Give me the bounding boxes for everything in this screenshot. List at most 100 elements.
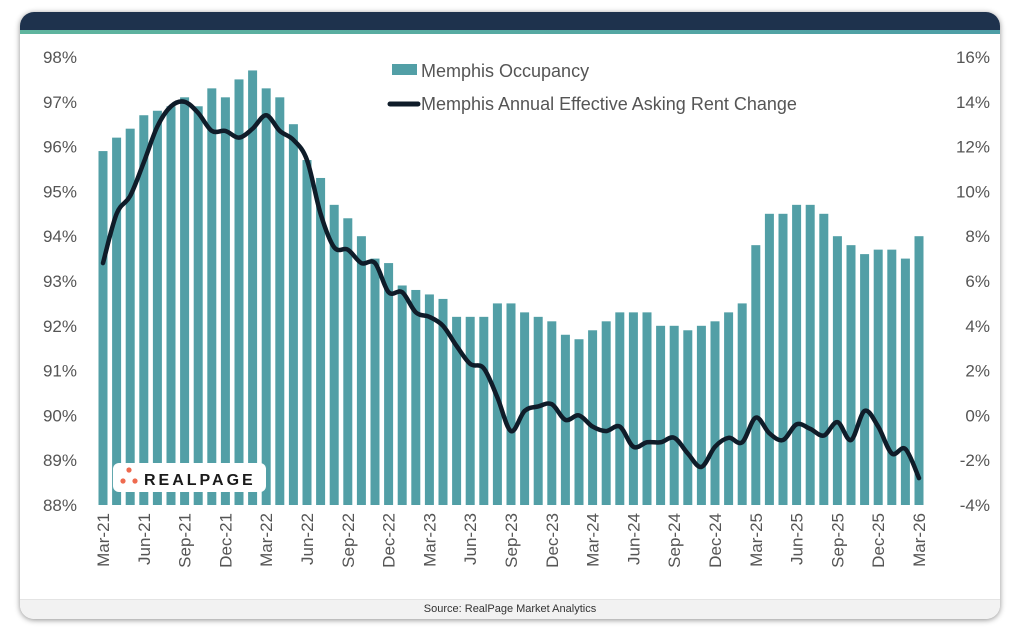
occupancy-bar (778, 213, 788, 506)
occupancy-bar (832, 236, 842, 505)
y-left-tick-label: 90% (43, 406, 77, 425)
occupancy-bar (696, 325, 706, 505)
occupancy-bar (792, 204, 802, 505)
occupancy-bar (588, 330, 598, 505)
y-left-tick-label: 96% (43, 138, 77, 157)
occupancy-bar (669, 325, 679, 505)
occupancy-bar (628, 312, 638, 505)
x-tick-label: Jun-24 (624, 513, 643, 565)
occupancy-bar (397, 285, 407, 505)
occupancy-bar (574, 339, 584, 505)
occupancy-bar (683, 330, 693, 505)
y-left-tick-label: 94% (43, 227, 77, 246)
x-tick-label: Mar-21 (94, 513, 113, 567)
occupancy-bar (737, 303, 747, 505)
occupancy-bar (411, 289, 421, 505)
occupancy-bar (914, 236, 924, 505)
legend-swatch-occupancy (392, 64, 417, 75)
occupancy-bar (724, 312, 734, 505)
occupancy-bar (601, 321, 611, 505)
occupancy-bar (234, 79, 244, 506)
x-tick-label: Sep-23 (502, 513, 521, 568)
occupancy-bar (302, 160, 312, 506)
occupancy-bar (248, 70, 258, 505)
y-right-tick-label: 8% (965, 227, 990, 246)
occupancy-bar (329, 204, 339, 505)
y-right-tick-label: 4% (965, 317, 990, 336)
occupancy-bar (506, 303, 516, 505)
occupancy-bar (152, 110, 162, 505)
occupancy-bar (492, 303, 502, 505)
occupancy-bar (166, 106, 176, 505)
logo-wordmark: REALPAGE (144, 472, 256, 489)
occupancy-bar (125, 128, 135, 505)
x-tick-label: Jun-21 (135, 513, 154, 565)
occupancy-bar (438, 298, 448, 505)
x-tick-label: Dec-21 (216, 513, 235, 568)
x-tick-label: Mar-24 (584, 513, 603, 567)
x-tick-label: Jun-23 (461, 513, 480, 565)
x-tick-label: Sep-25 (828, 513, 847, 568)
occupancy-bar (424, 294, 434, 505)
legend-label-occupancy: Memphis Occupancy (421, 61, 589, 81)
legend-label-rent-change: Memphis Annual Effective Asking Rent Cha… (421, 94, 797, 114)
x-tick-label: Jun-22 (298, 513, 317, 565)
y-left-tick-label: 89% (43, 451, 77, 470)
y-right-tick-label: 14% (956, 93, 990, 112)
x-tick-label: Mar-23 (420, 513, 439, 567)
occupancy-bar (819, 213, 829, 506)
rent-change-line (100, 99, 922, 481)
y-right-tick-label: -2% (960, 451, 990, 470)
legend: Memphis Occupancy Memphis Annual Effecti… (387, 61, 797, 114)
logo-dot (132, 478, 138, 484)
y-left-tick-label: 97% (43, 93, 77, 112)
x-tick-label: Dec-23 (543, 513, 562, 568)
logo-dot (126, 467, 132, 473)
occupancy-bar (656, 325, 666, 505)
realpage-logo: REALPAGE (113, 463, 266, 492)
y-right-tick-label: 16% (956, 48, 990, 67)
y-left-tick-label: 98% (43, 48, 77, 67)
x-tick-label: Mar-22 (257, 513, 276, 567)
occupancy-bar (452, 316, 462, 505)
y-right-tick-label: 12% (956, 138, 990, 157)
occupancy-bar (316, 177, 326, 505)
y-left-tick-label: 95% (43, 182, 77, 201)
occupancy-bar (533, 316, 543, 505)
occupancy-bar (370, 258, 380, 505)
occupancy-bar (98, 151, 108, 505)
accent-strip (20, 30, 1000, 34)
occupancy-bar (220, 97, 230, 505)
occupancy-bar (615, 312, 625, 505)
occupancy-bar (805, 204, 815, 505)
occupancy-bar (764, 213, 774, 506)
occupancy-bar (479, 316, 489, 505)
x-tick-label: Jun-25 (788, 513, 807, 565)
occupancy-bar (288, 124, 298, 505)
occupancy-bar (710, 321, 720, 505)
occupancy-bar (642, 312, 652, 505)
occupancy-bar (343, 218, 353, 505)
y-right-tick-label: 6% (965, 272, 990, 291)
x-tick-label: Sep-24 (665, 513, 684, 568)
x-tick-label: Dec-22 (380, 513, 399, 568)
source-note: Source: RealPage Market Analytics (20, 599, 1000, 619)
y-right-tick-label: 2% (965, 362, 990, 381)
occupancy-bar (873, 249, 883, 505)
occupancy-bar (139, 115, 149, 506)
occupancy-bar (751, 245, 761, 505)
occupancy-bar (261, 88, 271, 506)
y-left-tick-label: 88% (43, 496, 77, 515)
y-right-tick-label: -4% (960, 496, 990, 515)
y-right-tick-label: 0% (965, 406, 990, 425)
y-left-tick-label: 92% (43, 317, 77, 336)
occupancy-bar (207, 88, 217, 506)
x-tick-label: Mar-26 (910, 513, 929, 567)
logo-dot (120, 478, 126, 484)
occupancy-bar (860, 254, 870, 505)
occupancy-bar (112, 137, 122, 505)
x-tick-label: Dec-24 (706, 513, 725, 568)
x-tick-label: Sep-21 (176, 513, 195, 568)
occupancy-bar (465, 316, 475, 505)
